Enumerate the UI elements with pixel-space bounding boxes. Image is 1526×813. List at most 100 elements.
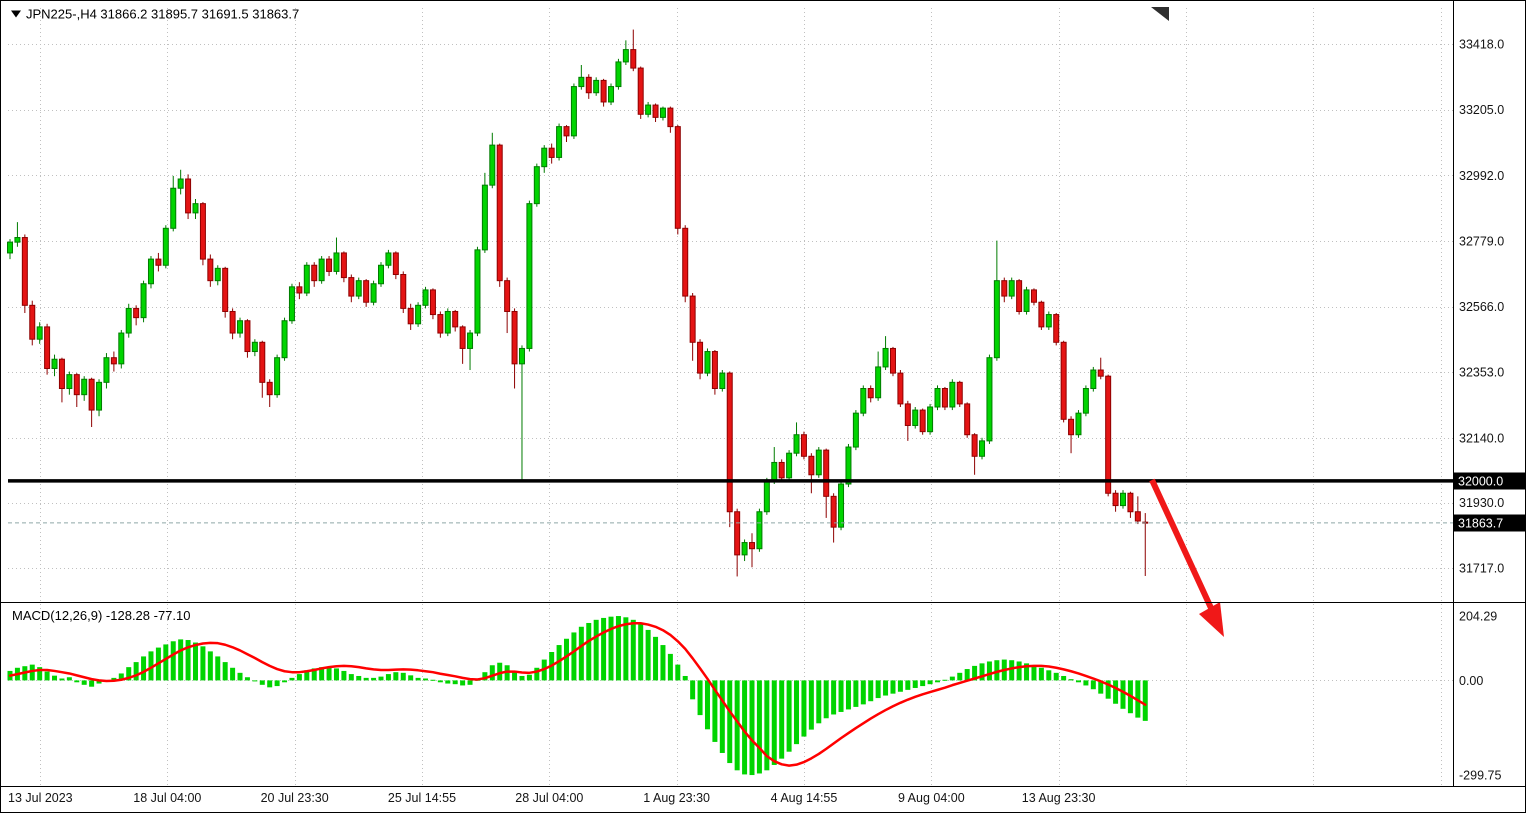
macd-bar	[601, 617, 607, 681]
macd-bar	[1120, 680, 1126, 709]
candle	[36, 322, 43, 344]
candle-body	[318, 258, 325, 282]
candle-body	[125, 307, 132, 334]
time-tick-label[interactable]: 1 Aug 23:30	[643, 791, 710, 805]
candle	[934, 385, 941, 411]
candle-body	[971, 434, 978, 457]
candle	[830, 493, 837, 543]
time-tick-label[interactable]: 25 Jul 14:55	[388, 791, 456, 805]
candle-body	[7, 241, 13, 254]
macd-bar	[957, 672, 963, 681]
candle-body	[979, 440, 986, 457]
candle-body	[800, 434, 807, 457]
candle	[949, 379, 956, 411]
macd-tick-label: 204.29	[1459, 609, 1497, 623]
macd-bar	[326, 667, 332, 681]
candle-body	[1030, 289, 1037, 303]
macd-bar	[467, 680, 473, 685]
candle-body	[340, 252, 347, 279]
macd-bar	[445, 680, 451, 684]
candle	[251, 339, 258, 357]
macd-bar	[207, 651, 213, 681]
candle	[489, 132, 496, 189]
time-tick-label[interactable]: 20 Jul 23:30	[261, 791, 329, 805]
macd-bar	[200, 646, 206, 681]
candle	[793, 422, 800, 457]
scroll-to-end-icon[interactable]	[1151, 7, 1169, 21]
candle	[281, 317, 288, 361]
candle-body	[756, 511, 763, 550]
candle-body	[407, 307, 414, 325]
macd-bar	[37, 667, 43, 681]
candle-body	[548, 147, 555, 158]
symbol-dropdown-icon[interactable]	[11, 10, 21, 18]
candle-body	[1134, 511, 1141, 522]
macd-bar	[393, 672, 399, 681]
macd-bar	[690, 680, 696, 700]
time-tick-label[interactable]: 28 Jul 04:00	[515, 791, 583, 805]
macd-bar	[1105, 680, 1111, 699]
macd-tick-label: 0.00	[1459, 674, 1483, 688]
candle-body	[526, 203, 533, 349]
candle-body	[682, 227, 689, 297]
macd-bar	[452, 680, 458, 685]
macd-bar	[81, 680, 87, 685]
macd-bar	[230, 667, 236, 681]
macd-bar	[749, 680, 755, 776]
macd-bar	[660, 645, 666, 681]
macd-bar	[274, 680, 280, 687]
candle	[889, 346, 896, 377]
candle	[1134, 496, 1141, 525]
macd-bar	[519, 675, 525, 681]
candlestick-series	[7, 29, 1149, 577]
macd-bar	[771, 680, 777, 765]
candle	[778, 459, 785, 483]
time-tick-label[interactable]: 18 Jul 04:00	[133, 791, 201, 805]
macd-bar	[193, 642, 198, 681]
candle	[1075, 410, 1082, 438]
candle	[21, 234, 28, 314]
macd-bar	[794, 680, 800, 745]
time-tick-label[interactable]: 4 Aug 14:55	[771, 791, 838, 805]
candle-body	[303, 264, 310, 294]
macd-bar	[1068, 679, 1074, 681]
macd-bar	[1113, 680, 1119, 704]
candle	[288, 283, 295, 324]
candle-body	[711, 351, 718, 390]
candle-body	[429, 289, 436, 316]
macd-bar	[890, 680, 896, 694]
time-tick-label[interactable]: 9 Aug 04:00	[898, 791, 965, 805]
macd-bar	[371, 677, 377, 681]
candle	[311, 262, 318, 287]
price-tick-label: 31930.0	[1459, 496, 1504, 510]
candle-body	[147, 258, 154, 285]
candle	[897, 370, 904, 407]
candle	[66, 371, 73, 395]
macd-bar	[252, 680, 258, 682]
macd-bar	[29, 664, 35, 681]
candle	[96, 379, 103, 417]
macd-bar	[59, 678, 65, 681]
candle	[645, 101, 652, 118]
candle	[526, 200, 533, 352]
macd-bar	[378, 676, 384, 681]
candle	[808, 453, 815, 494]
candle	[904, 400, 911, 441]
candle-body	[452, 310, 459, 328]
candle-body	[511, 310, 518, 365]
candle-body	[830, 495, 837, 528]
macd-bar	[593, 619, 599, 681]
candle-body	[1045, 314, 1052, 328]
candle	[244, 319, 251, 358]
candle-body	[311, 264, 318, 282]
macd-bar	[1090, 680, 1096, 690]
macd-bar	[333, 668, 339, 681]
candle-body	[889, 347, 896, 374]
macd-bar	[823, 680, 829, 719]
time-tick-label[interactable]: 13 Jul 2023	[8, 791, 73, 805]
candle-body	[1075, 412, 1082, 436]
candle-body	[674, 126, 681, 229]
macd-bar	[341, 670, 347, 681]
time-tick-label[interactable]: 13 Aug 23:30	[1022, 791, 1096, 805]
candle	[1053, 313, 1060, 346]
